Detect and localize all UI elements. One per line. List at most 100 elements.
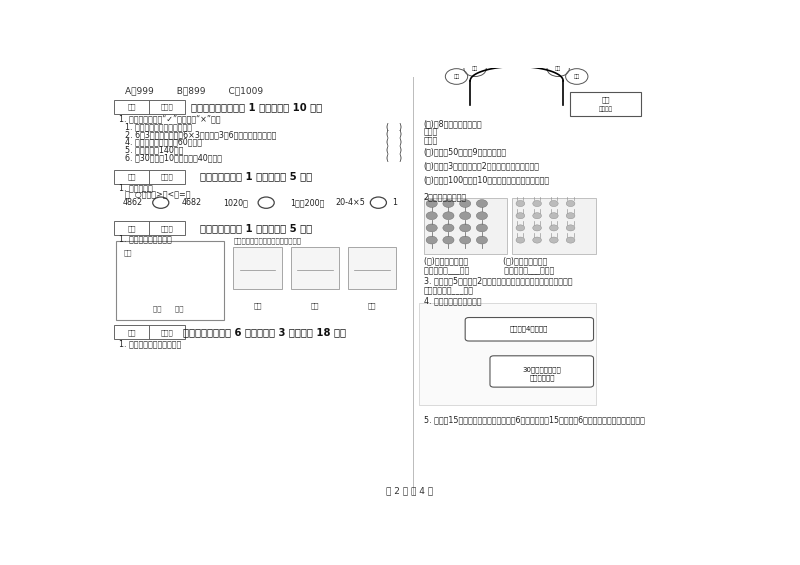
Text: 小明: 小明 <box>368 303 377 309</box>
Text: 6. 比30厘米少10厘米的线段40厘米。: 6. 比30厘米少10厘米的线段40厘米。 <box>125 154 222 163</box>
Circle shape <box>443 224 454 232</box>
Text: 每张六元: 每张六元 <box>598 107 613 112</box>
Text: 1. 判断。（对的打“✓”，错的打“×”）。: 1. 判断。（对的打“✓”，错的打“×”）。 <box>118 114 220 123</box>
FancyBboxPatch shape <box>424 198 507 254</box>
Circle shape <box>516 225 525 231</box>
Circle shape <box>516 201 525 207</box>
FancyBboxPatch shape <box>490 356 594 387</box>
Text: 1. 我会比较。: 1. 我会比较。 <box>118 183 152 192</box>
Text: 小红: 小红 <box>254 303 262 309</box>
Circle shape <box>533 212 542 219</box>
FancyBboxPatch shape <box>114 325 185 339</box>
Text: 六、比一比（共 1 大题，共计 5 分）: 六、比一比（共 1 大题，共计 5 分） <box>200 172 312 181</box>
Circle shape <box>533 237 542 243</box>
Text: 第 2 页 共 4 页: 第 2 页 共 4 页 <box>386 486 434 495</box>
Text: 黄闸: 黄闸 <box>574 74 580 79</box>
FancyBboxPatch shape <box>234 247 282 289</box>
Text: 得分: 得分 <box>127 173 136 180</box>
Text: 得分: 得分 <box>127 103 136 110</box>
Text: (３)小红一3张门票，还剁2元錢，小红带了多少錢？: (３)小红一3张门票，还剁2元錢，小红带了多少錢？ <box>424 162 540 171</box>
Circle shape <box>476 236 487 244</box>
Text: 门票: 门票 <box>602 97 610 103</box>
Text: 乘法：: 乘法： <box>424 128 438 137</box>
Circle shape <box>443 199 454 207</box>
Text: 4682: 4682 <box>182 198 202 207</box>
Text: 1千克200克: 1千克200克 <box>290 198 325 207</box>
Text: (    ): ( ) <box>386 130 402 139</box>
Circle shape <box>460 199 470 207</box>
Text: 出口: 出口 <box>555 66 562 71</box>
Text: 答：一共卖了___元。: 答：一共卖了___元。 <box>424 286 474 295</box>
Text: 每辆车用4个轮子。: 每辆车用4个轮子。 <box>510 325 548 332</box>
Circle shape <box>460 224 470 232</box>
Text: 加法：: 加法： <box>424 136 438 145</box>
Text: 安装几辆车？: 安装几辆车？ <box>530 374 555 381</box>
Text: 1. 观察物体，连一连。: 1. 观察物体，连一连。 <box>118 235 171 244</box>
FancyBboxPatch shape <box>291 247 339 289</box>
Circle shape <box>460 236 470 244</box>
Text: 1. 星期日同学们去游乐园。: 1. 星期日同学们去游乐园。 <box>118 340 181 349</box>
Circle shape <box>566 201 575 207</box>
Text: (    ): ( ) <box>386 146 402 155</box>
Text: 5. 小军的身高140米。: 5. 小军的身高140米。 <box>125 146 183 155</box>
Text: 3. 商店卖出5包白糖和2包红糖，平均每包六元，一共卖了多少錢？: 3. 商店卖出5包白糖和2包红糖，平均每包六元，一共卖了多少錢？ <box>424 277 572 286</box>
Text: (１)一共有多少人？              (２)一共有几只兔？: (１)一共有多少人？ (２)一共有几只兔？ <box>424 257 547 266</box>
Text: 得分: 得分 <box>127 225 136 232</box>
Text: 4. 我是解决问题小能手。: 4. 我是解决问题小能手。 <box>424 297 481 306</box>
Text: 20-4×5: 20-4×5 <box>335 198 365 207</box>
Text: 30个轮子，最多能: 30个轮子，最多能 <box>522 366 562 372</box>
Circle shape <box>566 225 575 231</box>
Text: 请你连一连，下面分别是谁看到的？: 请你连一连，下面分别是谁看到的？ <box>234 237 302 244</box>
Text: 七、连一连（共 1 大题，共计 5 分）: 七、连一连（共 1 大题，共计 5 分） <box>200 223 312 233</box>
Text: (１)一8张门票用多少元？: (１)一8张门票用多少元？ <box>424 119 482 128</box>
Circle shape <box>460 212 470 220</box>
Text: (    ): ( ) <box>386 123 402 132</box>
Text: 1020克: 1020克 <box>222 198 247 207</box>
Text: 4. 学校操场环形跑道长60里米。: 4. 学校操场环形跑道长60里米。 <box>125 138 202 147</box>
Circle shape <box>550 225 558 231</box>
Text: 评卷人: 评卷人 <box>161 225 174 232</box>
Circle shape <box>426 224 438 232</box>
Circle shape <box>533 225 542 231</box>
Circle shape <box>550 212 558 219</box>
Text: 2、看图列式计算。: 2、看图列式计算。 <box>424 192 466 201</box>
Text: 评卷人: 评卷人 <box>161 329 174 336</box>
FancyBboxPatch shape <box>115 241 224 320</box>
Circle shape <box>566 237 575 243</box>
Circle shape <box>516 212 525 219</box>
Circle shape <box>476 212 487 220</box>
FancyBboxPatch shape <box>512 198 596 254</box>
Circle shape <box>476 224 487 232</box>
Text: 答：一共有___人。              答：一共有___只兔。: 答：一共有___人。 答：一共有___只兔。 <box>424 266 554 275</box>
Circle shape <box>550 201 558 207</box>
FancyBboxPatch shape <box>570 92 642 116</box>
Circle shape <box>550 237 558 243</box>
Text: 评卷人: 评卷人 <box>161 173 174 180</box>
Text: 入口: 入口 <box>472 66 478 71</box>
Text: 小东      小明: 小东 小明 <box>153 305 183 311</box>
Circle shape <box>443 236 454 244</box>
FancyBboxPatch shape <box>419 303 596 405</box>
Text: 买票: 买票 <box>454 74 460 79</box>
Circle shape <box>426 199 438 207</box>
Text: (２)小莉拿50元，折9张门票够吗？: (２)小莉拿50元，折9张门票够吗？ <box>424 148 506 157</box>
Text: 2. 6和3相乘，可以写作6×3，读作三3争6，口读是三六十八。: 2. 6和3相乘，可以写作6×3，读作三3争6，口读是三六十八。 <box>125 130 276 139</box>
Circle shape <box>426 212 438 220</box>
Text: (    ): ( ) <box>386 138 402 147</box>
FancyBboxPatch shape <box>114 170 185 184</box>
FancyBboxPatch shape <box>348 247 396 289</box>
Text: 1: 1 <box>392 198 397 207</box>
Text: 5. 妈妈一15个苹果，买的橘子比苹果少6个，同一共一15个苹果少6个，同一共买了多少个水果？: 5. 妈妈一15个苹果，买的橘子比苹果少6个，同一共一15个苹果少6个，同一共买… <box>424 416 645 425</box>
FancyBboxPatch shape <box>465 318 594 341</box>
Circle shape <box>476 199 487 207</box>
Text: 得分: 得分 <box>127 329 136 336</box>
Text: 4862: 4862 <box>122 198 142 207</box>
Circle shape <box>443 212 454 220</box>
Text: 八、解决问题（共 6 小题，每题 3 分，共计 18 分）: 八、解决问题（共 6 小题，每题 3 分，共计 18 分） <box>182 327 346 337</box>
FancyBboxPatch shape <box>114 100 185 114</box>
Text: (４)小红拿100元，択10张门票，还可以剩下多少錢？: (４)小红拿100元，択10张门票，还可以剩下多少錢？ <box>424 176 550 185</box>
Text: 小东: 小东 <box>311 303 319 309</box>
Circle shape <box>566 212 575 219</box>
Text: 小红: 小红 <box>123 249 132 256</box>
Text: 五、判断对与错（共 1 大题，共计 10 分）: 五、判断对与错（共 1 大题，共计 10 分） <box>190 102 322 112</box>
